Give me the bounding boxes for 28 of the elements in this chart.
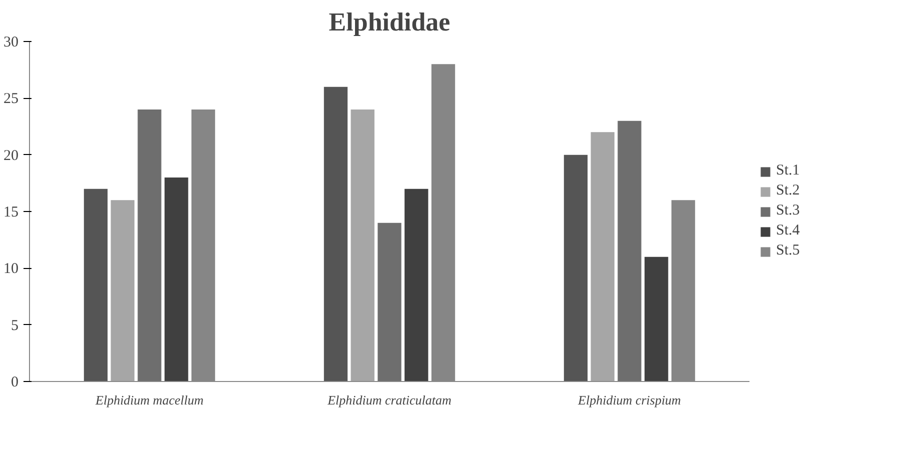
legend-label: St.3 xyxy=(776,202,800,220)
y-tick-label: 15 xyxy=(4,204,18,220)
y-tick-label: 25 xyxy=(4,91,18,108)
legend-label: St.2 xyxy=(776,182,800,200)
bar xyxy=(84,188,108,382)
legend-label: St.5 xyxy=(776,242,800,260)
bar xyxy=(350,110,374,382)
y-tick-label: 5 xyxy=(11,318,18,334)
bar xyxy=(110,200,134,382)
y-tick-label: 10 xyxy=(4,261,18,278)
bar xyxy=(378,222,402,382)
bar xyxy=(404,188,428,382)
bar xyxy=(644,256,668,382)
y-tick-label: 0 xyxy=(11,374,18,390)
bar xyxy=(618,120,642,382)
bar xyxy=(164,178,188,382)
x-tick-label: Elphidium crispium xyxy=(577,392,681,408)
bar xyxy=(590,132,614,382)
y-tick-label: 30 xyxy=(4,34,18,50)
y-tick-label: 20 xyxy=(4,148,18,164)
bar xyxy=(324,86,348,382)
chart-title: Elphididae xyxy=(328,8,450,36)
legend-label: St.4 xyxy=(776,222,800,240)
legend-label: St.1 xyxy=(776,162,800,180)
bar xyxy=(138,110,162,382)
bar xyxy=(564,154,588,382)
x-tick-label: Elphidium craticulatam xyxy=(326,392,452,408)
x-tick-label: Elphidium macellum xyxy=(94,392,204,408)
